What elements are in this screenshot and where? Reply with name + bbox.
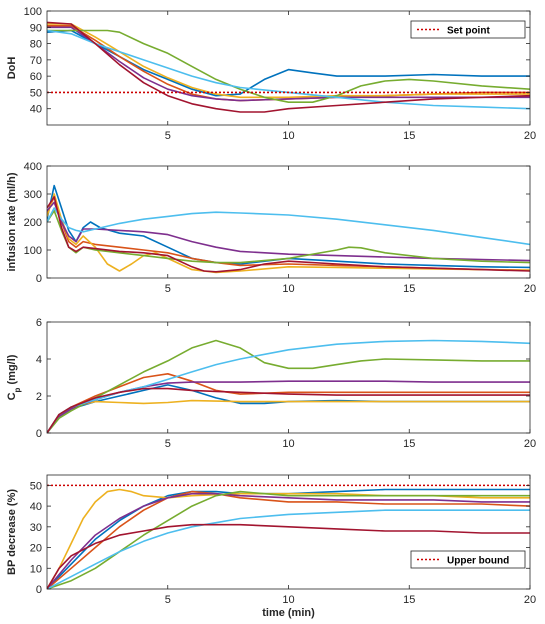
y-tick-label: 50 [30, 87, 42, 99]
y-tick-label: 70 [30, 55, 42, 67]
y-tick-label: 200 [24, 217, 42, 229]
series-line-bp-5 [47, 490, 530, 589]
x-tick-label: 15 [403, 594, 415, 606]
x-tick-label: 15 [403, 130, 415, 142]
series-line-doh-7 [47, 21, 530, 113]
x-tick-label: 20 [524, 130, 536, 142]
y-tick-label: 80 [30, 39, 42, 51]
panel-cp: 5 10 15 20 0 2 4 6 Cp (mg/l) [6, 317, 536, 450]
y-tick-label: 60 [30, 71, 42, 83]
x-tick-label: 10 [282, 130, 294, 142]
legend-label: Set point [447, 26, 490, 37]
plot-area-cp [47, 322, 530, 433]
y-axis-label-infusion: infusion rate (ml/h) [6, 172, 18, 271]
y-tick-label: 4 [36, 354, 42, 366]
legend-doh: Set point [410, 20, 526, 39]
x-tick-label: 10 [282, 438, 294, 450]
series-line-doh-4 [47, 26, 530, 102]
y-axis-label-bp: BP decrease (%) [6, 489, 18, 575]
x-tick-label: 20 [524, 594, 536, 606]
series-line-infusion-4 [47, 201, 530, 262]
panel-doh: 5 10 15 20 40 50 60 70 80 90 100 DoH Set point [6, 6, 536, 142]
series-line-cp-7 [47, 387, 530, 433]
y-tick-label: 0 [36, 584, 42, 596]
panel-bp: 5 10 15 20 0 10 20 30 40 50 BP decrease (%) time (m… [6, 474, 536, 619]
series-line-bp-7 [47, 523, 530, 589]
y-axis-label-doh: DoH [6, 57, 18, 80]
series-line-bp-1 [47, 488, 530, 589]
y-tick-label: 400 [24, 161, 42, 173]
y-tick-label: 40 [30, 501, 42, 513]
x-tick-label: 5 [165, 438, 171, 450]
y-tick-label: 0 [36, 273, 42, 285]
series-line-infusion-6 [47, 207, 530, 246]
series-line-infusion-7 [47, 196, 530, 273]
x-tick-label: 5 [165, 283, 171, 295]
y-tick-label: 40 [30, 104, 42, 116]
series-line-bp-6 [47, 509, 530, 589]
y-tick-label: 0 [36, 428, 42, 440]
x-tick-label: 15 [403, 283, 415, 295]
y-axis-label-cp: Cp (mg/l) [6, 354, 22, 400]
series-line-bp-4 [47, 492, 530, 589]
y-tick-label: 20 [30, 543, 42, 555]
x-tick-label: 5 [165, 130, 171, 142]
y-tick-label: 30 [30, 522, 42, 534]
y-tick-label: 100 [24, 6, 42, 18]
x-axis-label: time (min) [262, 607, 315, 619]
y-tick-label: 50 [30, 480, 42, 492]
y-tick-label: 100 [24, 245, 42, 257]
series-line-doh-5 [47, 29, 530, 103]
x-tick-label: 20 [524, 438, 536, 450]
x-tick-label: 20 [524, 283, 536, 295]
x-tick-label: 15 [403, 438, 415, 450]
series-line-infusion-1 [47, 184, 530, 269]
x-tick-label: 5 [165, 594, 171, 606]
y-tick-label: 10 [30, 563, 42, 575]
y-tick-label: 90 [30, 22, 42, 34]
x-tick-label: 10 [282, 594, 294, 606]
legend-bp: Upper bound [410, 550, 526, 569]
series-line-doh-3 [47, 23, 530, 99]
series-line-cp-2 [47, 373, 530, 433]
legend-box [410, 550, 526, 569]
y-tick-label: 2 [36, 391, 42, 403]
legend-box [410, 20, 526, 39]
legend-label: Upper bound [447, 556, 509, 567]
series-line-doh-1 [47, 29, 530, 97]
y-tick-label: 300 [24, 189, 42, 201]
y-tick-label: 6 [36, 317, 42, 329]
series-line-doh-6 [47, 29, 530, 110]
x-tick-label: 10 [282, 283, 294, 295]
series-line-cp-6 [47, 339, 530, 433]
